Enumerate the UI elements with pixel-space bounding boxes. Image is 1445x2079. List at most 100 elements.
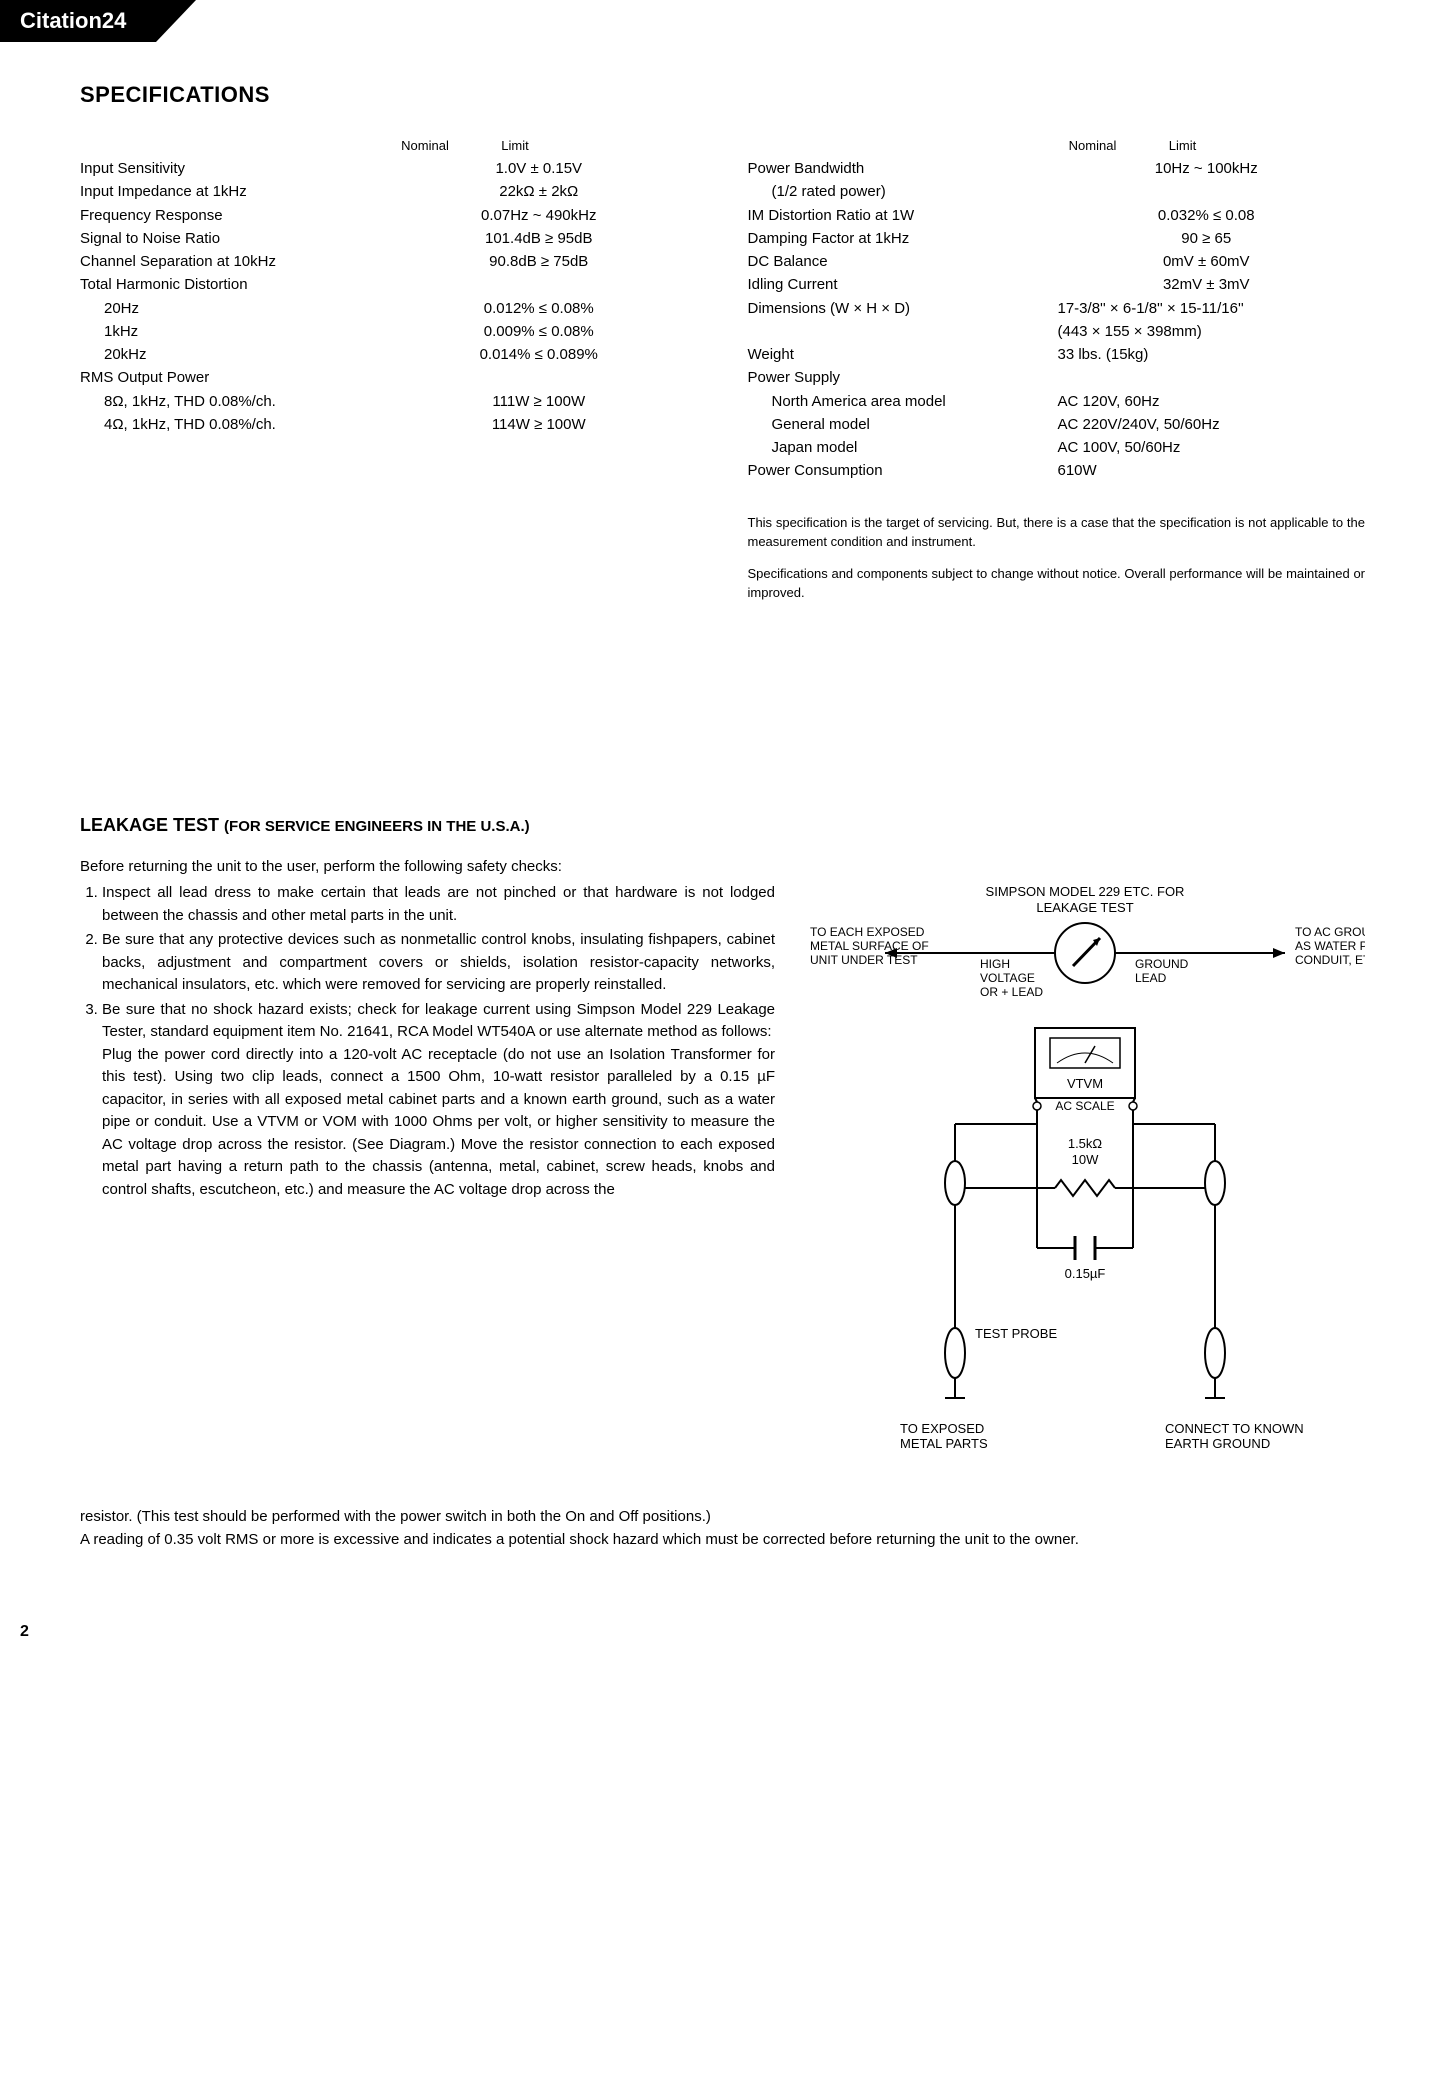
spec-row: Japan modelAC 100V, 50/60Hz	[748, 436, 1366, 459]
diagram-cap-label: 0.15µF	[1065, 1266, 1106, 1281]
spec-value: 32mV ± 3mV	[1048, 273, 1366, 296]
leakage-text: Inspect all lead dress to make certain t…	[80, 878, 775, 1502]
spec-row: Input Impedance at 1kHz22kΩ ± 2kΩ	[80, 180, 698, 203]
spec-value: AC 100V, 50/60Hz	[1048, 436, 1366, 459]
spec-header-left: Nominal Limit	[80, 138, 698, 153]
diagram-resistor-label-1: 1.5kΩ	[1068, 1136, 1103, 1151]
specifications-title: SPECIFICATIONS	[80, 82, 1365, 108]
spec-label	[748, 320, 1048, 343]
specification-notes: This specification is the target of serv…	[748, 513, 1366, 603]
spec-row: 20Hz0.012% ≤ 0.08%	[80, 297, 698, 320]
spec-row: 8Ω, 1kHz, THD 0.08%/ch.111W ≥ 100W	[80, 390, 698, 413]
spec-row: (443 × 155 × 398mm)	[748, 320, 1366, 343]
diagram-right-label-2: AS WATER PIPE, BX CABLE	[1295, 939, 1365, 953]
spec-label: Power Bandwidth	[748, 157, 1048, 180]
leakage-title-sub: (FOR SERVICE ENGINEERS IN THE U.S.A.)	[224, 818, 530, 835]
spec-value	[1048, 180, 1366, 203]
spec-row: RMS Output Power	[80, 366, 698, 389]
specifications-table: Nominal Limit Input Sensitivity1.0V ± 0.…	[80, 138, 1365, 615]
spec-row: Power Consumption610W	[748, 459, 1366, 482]
diagram-acscale-label: AC SCALE	[1055, 1099, 1114, 1113]
spec-row: Power Bandwidth10Hz ~ 100kHz	[748, 157, 1366, 180]
spec-value: AC 120V, 60Hz	[1048, 390, 1366, 413]
spec-value	[380, 366, 698, 389]
diagram-gnd-label-2: LEAD	[1135, 971, 1167, 985]
spec-value: 0mV ± 60mV	[1048, 250, 1366, 273]
spec-label: Japan model	[748, 436, 1048, 459]
spec-row: General modelAC 220V/240V, 50/60Hz	[748, 413, 1366, 436]
diagram-gnd-label-1: GROUND	[1135, 957, 1189, 971]
spec-row: Signal to Noise Ratio101.4dB ≥ 95dB	[80, 227, 698, 250]
spec-row: Dimensions (W × H × D)17-3/8'' × 6-1/8''…	[748, 297, 1366, 320]
spec-label: 1kHz	[80, 320, 380, 343]
diagram-resistor-label-2: 10W	[1072, 1152, 1099, 1167]
diagram-hv-label-2: VOLTAGE	[980, 971, 1035, 985]
spec-label: (1/2 rated power)	[748, 180, 1048, 203]
page-number: 2	[20, 1623, 29, 1641]
spec-row: Weight33 lbs. (15kg)	[748, 343, 1366, 366]
col-header-limit: Limit	[470, 138, 560, 153]
diagram-top-label-2: LEAKAGE TEST	[1036, 900, 1133, 915]
spec-label: Total Harmonic Distortion	[80, 273, 380, 296]
col-header-nominal: Nominal	[380, 138, 470, 153]
diagram-left-label-1: TO EACH EXPOSED	[810, 925, 925, 939]
spec-value	[380, 273, 698, 296]
col-header-limit: Limit	[1138, 138, 1228, 153]
diagram-probe-label: TEST PROBE	[975, 1326, 1057, 1341]
spec-row: Idling Current32mV ± 3mV	[748, 273, 1366, 296]
spec-value: 17-3/8'' × 6-1/8'' × 15-11/16''	[1048, 297, 1366, 320]
spec-value: 114W ≥ 100W	[380, 413, 698, 436]
spec-label: Input Impedance at 1kHz	[80, 180, 380, 203]
leakage-item: Inspect all lead dress to make certain t…	[102, 882, 775, 927]
spec-value: 0.009% ≤ 0.08%	[380, 320, 698, 343]
spec-row: Frequency Response0.07Hz ~ 490kHz	[80, 204, 698, 227]
spec-row: 20kHz0.014% ≤ 0.089%	[80, 343, 698, 366]
diagram-bottom-right-1: CONNECT TO KNOWN	[1165, 1421, 1304, 1436]
spec-label: Damping Factor at 1kHz	[748, 227, 1048, 250]
spec-row: 1kHz0.009% ≤ 0.08%	[80, 320, 698, 343]
diagram-bottom-left-1: TO EXPOSED	[900, 1421, 984, 1436]
spec-value: 0.014% ≤ 0.089%	[380, 343, 698, 366]
spec-value: 111W ≥ 100W	[380, 390, 698, 413]
spec-row: Input Sensitivity1.0V ± 0.15V	[80, 157, 698, 180]
spec-note: This specification is the target of serv…	[748, 513, 1366, 552]
leakage-continuation: resistor. (This test should be performed…	[80, 1506, 1365, 1551]
leakage-item: Be sure that no shock hazard exists; che…	[102, 999, 775, 1202]
spec-value: 90.8dB ≥ 75dB	[380, 250, 698, 273]
spec-row: North America area modelAC 120V, 60Hz	[748, 390, 1366, 413]
diagram-vtvm-label: VTVM	[1067, 1076, 1103, 1091]
col-header-nominal: Nominal	[1048, 138, 1138, 153]
spec-row: IM Distortion Ratio at 1W0.032% ≤ 0.08	[748, 204, 1366, 227]
spec-label: RMS Output Power	[80, 366, 380, 389]
spec-value	[1048, 366, 1366, 389]
spec-label: Frequency Response	[80, 204, 380, 227]
spec-value: 101.4dB ≥ 95dB	[380, 227, 698, 250]
spec-label: Channel Separation at 10kHz	[80, 250, 380, 273]
spec-value: 90 ≥ 65	[1048, 227, 1366, 250]
spec-label: General model	[748, 413, 1048, 436]
spec-value: (443 × 155 × 398mm)	[1048, 320, 1366, 343]
leakage-item: Be sure that any protective devices such…	[102, 929, 775, 997]
spec-label: Power Consumption	[748, 459, 1048, 482]
diagram-right-label-1: TO AC GROUND SUCH	[1295, 925, 1365, 939]
diagram-top-label-1: SIMPSON MODEL 229 ETC. FOR	[986, 884, 1185, 899]
diagram-hv-label-1: HIGH	[980, 957, 1010, 971]
diagram-left-label-2: METAL SURFACE OF	[810, 939, 929, 953]
spec-row: 4Ω, 1kHz, THD 0.08%/ch.114W ≥ 100W	[80, 413, 698, 436]
spec-label: Idling Current	[748, 273, 1048, 296]
spec-header-right: Nominal Limit	[748, 138, 1366, 153]
spec-value: 0.012% ≤ 0.08%	[380, 297, 698, 320]
leakage-intro: Before returning the unit to the user, p…	[80, 856, 1365, 879]
spec-label: 20kHz	[80, 343, 380, 366]
spec-label: North America area model	[748, 390, 1048, 413]
spec-value: 22kΩ ± 2kΩ	[380, 180, 698, 203]
spec-label: Power Supply	[748, 366, 1048, 389]
spec-label: Signal to Noise Ratio	[80, 227, 380, 250]
spec-column-left: Nominal Limit Input Sensitivity1.0V ± 0.…	[80, 138, 698, 615]
spec-value: 33 lbs. (15kg)	[1048, 343, 1366, 366]
spec-value: 0.032% ≤ 0.08	[1048, 204, 1366, 227]
spec-label: Dimensions (W × H × D)	[748, 297, 1048, 320]
spec-label: Weight	[748, 343, 1048, 366]
spec-value: 610W	[1048, 459, 1366, 482]
leakage-test-section: LEAKAGE TEST (FOR SERVICE ENGINEERS IN T…	[80, 815, 1365, 1552]
